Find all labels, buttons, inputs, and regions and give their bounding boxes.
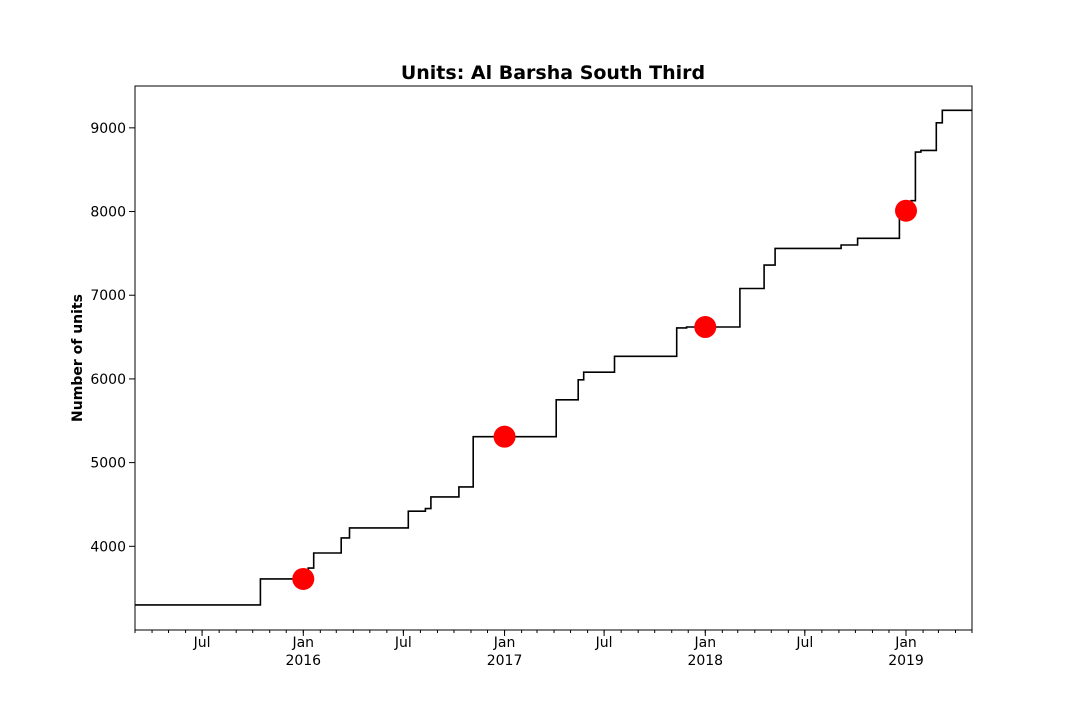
red-marker-point — [694, 316, 717, 339]
x-tick-year-label: 2019 — [888, 653, 924, 669]
x-tick-label: Jan — [894, 635, 917, 651]
y-tick-label: 7000 — [90, 288, 126, 304]
y-axis-label: Number of units — [70, 294, 86, 422]
x-tick-label: Jan — [291, 635, 314, 651]
chart-title: Units: Al Barsha South Third — [401, 62, 705, 84]
y-tick-label: 4000 — [90, 539, 126, 555]
x-tick-year-label: 2018 — [687, 653, 723, 669]
x-tick-year-label: 2016 — [285, 653, 321, 669]
x-tick-label: Jul — [795, 635, 813, 651]
red-marker-point — [493, 425, 516, 448]
y-tick-label: 5000 — [90, 456, 126, 472]
y-tick-label: 6000 — [90, 372, 126, 388]
x-tick-label: Jan — [493, 635, 516, 651]
y-tick-label: 8000 — [90, 205, 126, 221]
plot-frame — [134, 85, 973, 631]
red-marker-point — [292, 567, 315, 590]
x-tick-year-label: 2017 — [487, 653, 523, 669]
red-marker-point — [895, 199, 918, 222]
x-tick-label: Jul — [394, 635, 412, 651]
plot-area: 4000 5000 6000 7000 8000 9000 Jul Jan 2016 Jul Jan… — [90, 85, 973, 669]
x-tick-label: Jan — [693, 635, 716, 651]
x-tick-label: Jul — [193, 635, 211, 651]
x-tick-label: Jul — [595, 635, 613, 651]
units-step-line — [135, 109, 972, 606]
y-tick-label: 9000 — [90, 121, 126, 137]
